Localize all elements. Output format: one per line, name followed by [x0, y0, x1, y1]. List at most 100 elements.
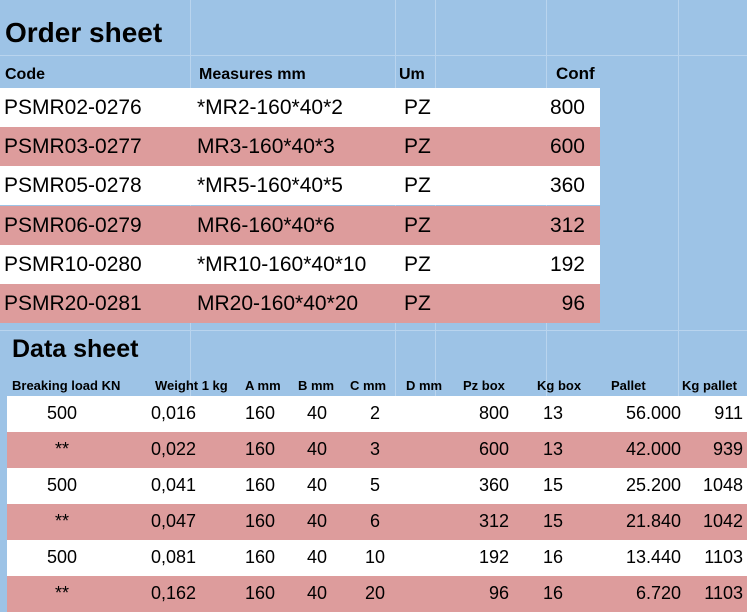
order-cell-measures: *MR10-160*40*10	[197, 252, 367, 276]
order-row: PSMR06-0279 MR6-160*40*6 PZ 312	[0, 205, 600, 245]
data-cell-b: 40	[307, 583, 328, 603]
data-cell-kg-pallet: 1048	[702, 475, 743, 495]
data-cell-c: 10	[364, 547, 386, 567]
data-cell-a: 160	[245, 403, 276, 423]
data-cell-pz-box: 312	[478, 511, 509, 531]
data-cell-a: 160	[245, 439, 276, 459]
data-cell-breaking-load: 500	[46, 475, 78, 495]
order-sheet-title: Order sheet	[5, 17, 163, 48]
data-cell-breaking-load: 500	[46, 547, 78, 567]
data-cell-weight: 0,162	[151, 583, 197, 603]
order-row: PSMR03-0277 MR3-160*40*3 PZ 600	[0, 127, 600, 167]
data-header-weight: Weight 1 kg	[155, 378, 228, 393]
data-header-kg-pallet: Kg pallet	[682, 378, 737, 393]
order-cell-conf: 96	[561, 292, 585, 315]
data-cell-pallet: 21.840	[625, 511, 681, 531]
data-header-c: C mm	[350, 378, 387, 393]
order-cell-um: PZ	[404, 213, 431, 237]
data-cell-pallet: 13.440	[625, 547, 681, 567]
data-cell-b: 40	[307, 547, 328, 567]
data-cell-c: 5	[369, 475, 380, 495]
data-header-pz-box: Pz box	[463, 378, 505, 393]
data-header-d: D mm	[406, 378, 443, 393]
data-cell-kg-box: 16	[543, 547, 564, 567]
data-cell-breaking-load: **	[54, 583, 69, 603]
data-cell-pallet: 42.000	[625, 439, 681, 459]
order-row: PSMR05-0278 *MR5-160*40*5 PZ 360	[0, 166, 600, 206]
order-cell-code: PSMR05-0278	[4, 174, 142, 198]
data-cell-a: 160	[245, 583, 276, 603]
order-cell-um: PZ	[404, 292, 431, 315]
data-cell-pz-box: 600	[478, 439, 509, 459]
data-cell-b: 40	[307, 439, 328, 459]
data-cell-pallet: 6.720	[635, 583, 681, 603]
data-header-pallet: Pallet	[611, 378, 646, 393]
order-cell-conf: 800	[549, 96, 585, 119]
data-cell-b: 40	[307, 511, 328, 531]
order-header-measures: Measures mm	[199, 66, 306, 83]
order-cell-code: PSMR03-0277	[4, 135, 142, 159]
order-header-conf: Conf	[556, 64, 595, 83]
order-header-um: Um	[399, 66, 425, 83]
data-cell-kg-box: 16	[543, 583, 564, 603]
data-cell-c: 3	[369, 439, 380, 459]
order-cell-um: PZ	[404, 174, 431, 198]
data-cell-pallet: 25.200	[625, 475, 681, 495]
data-cell-kg-box: 15	[543, 475, 564, 495]
order-cell-um: PZ	[404, 96, 431, 119]
order-cell-measures: MR20-160*40*20	[197, 292, 359, 315]
data-row: 500 0,016 160 40 2 800 13 56.000 911	[7, 396, 747, 432]
data-cell-kg-box: 13	[543, 403, 564, 423]
data-header-b: B mm	[298, 378, 335, 393]
data-cell-kg-pallet: 1103	[704, 583, 743, 603]
order-cell-code: PSMR10-0280	[4, 252, 142, 276]
data-cell-breaking-load: **	[54, 439, 69, 459]
order-cell-conf: 360	[549, 174, 585, 198]
order-cell-measures: MR3-160*40*3	[197, 135, 335, 159]
order-cell-conf: 600	[549, 135, 585, 159]
data-cell-breaking-load: 500	[46, 403, 78, 423]
data-cell-kg-pallet: 1103	[704, 547, 743, 567]
order-cell-measures: *MR5-160*40*5	[197, 174, 343, 198]
grid-line	[678, 0, 679, 610]
order-cell-um: PZ	[404, 252, 431, 276]
data-cell-b: 40	[307, 403, 328, 423]
order-cell-measures: *MR2-160*40*2	[197, 96, 343, 119]
order-header-code: Code	[5, 66, 45, 83]
order-row: PSMR10-0280 *MR10-160*40*10 PZ 192	[0, 244, 600, 284]
data-cell-a: 160	[245, 547, 276, 567]
data-cell-weight: 0,081	[151, 547, 197, 567]
data-cell-kg-pallet: 911	[714, 403, 743, 423]
data-cell-kg-box: 15	[543, 511, 564, 531]
data-cell-a: 160	[245, 475, 276, 495]
data-cell-kg-pallet: 939	[712, 439, 743, 459]
data-header-kg-box: Kg box	[537, 378, 582, 393]
order-cell-conf: 192	[549, 252, 585, 276]
data-cell-weight: 0,041	[151, 475, 197, 495]
data-cell-pz-box: 800	[478, 403, 509, 423]
order-cell-conf: 312	[549, 213, 585, 237]
data-cell-a: 160	[245, 511, 276, 531]
order-cell-code: PSMR20-0281	[4, 292, 142, 315]
grid-line	[0, 55, 747, 56]
data-cell-pallet: 56.000	[625, 403, 681, 423]
data-row: 500 0,041 160 40 5 360 15 25.200 1048	[7, 468, 747, 504]
data-cell-pz-box: 96	[488, 583, 509, 603]
data-cell-weight: 0,047	[151, 511, 197, 531]
data-cell-pz-box: 192	[478, 547, 509, 567]
order-row: PSMR20-0281 MR20-160*40*20 PZ 96	[0, 284, 600, 323]
data-cell-weight: 0,022	[151, 439, 197, 459]
data-row: ** 0,047 160 40 6 312 15 21.840 1042	[7, 504, 747, 540]
data-header-a: A mm	[245, 378, 281, 393]
data-cell-c: 2	[369, 403, 380, 423]
data-cell-c: 6	[369, 511, 380, 531]
data-row: 500 0,081 160 40 10 192 16 13.440 1103	[7, 540, 747, 576]
data-cell-kg-pallet: 1042	[702, 511, 743, 531]
data-sheet-title: Data sheet	[12, 335, 139, 363]
data-row: ** 0,162 160 40 20 96 16 6.720 1103	[7, 576, 747, 612]
data-cell-kg-box: 13	[543, 439, 564, 459]
grid-line	[0, 330, 747, 331]
data-cell-b: 40	[307, 475, 328, 495]
data-header-breaking-load: Breaking load KN	[12, 378, 121, 393]
data-cell-pz-box: 360	[478, 475, 509, 495]
